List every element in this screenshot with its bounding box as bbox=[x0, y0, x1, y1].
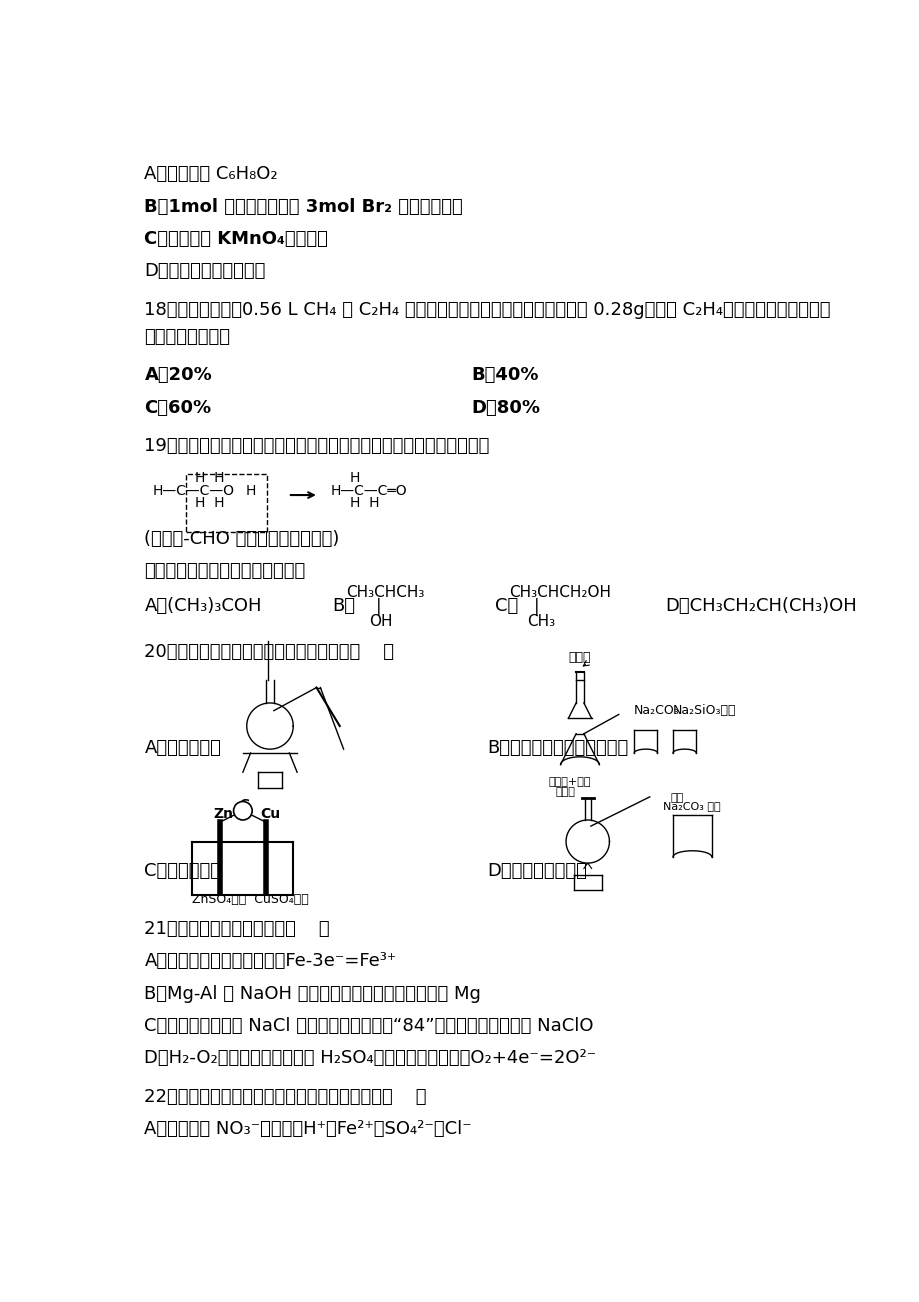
Text: CH₃: CH₃ bbox=[527, 615, 555, 629]
Text: H—C—C═O: H—C—C═O bbox=[330, 484, 406, 499]
Circle shape bbox=[233, 802, 252, 820]
Text: CH₃CHCH₂OH: CH₃CHCH₂OH bbox=[508, 585, 610, 600]
Text: G: G bbox=[240, 798, 250, 811]
Text: Na₂CO₃ 溶液: Na₂CO₃ 溶液 bbox=[663, 801, 720, 811]
Text: 冰醋酸+乙醇: 冰醋酸+乙醇 bbox=[549, 777, 591, 788]
Text: A．分子式为 C₆H₈O₂: A．分子式为 C₆H₈O₂ bbox=[144, 165, 278, 184]
Text: C．无隔膜电解饱和 NaCl 溶液所得产物之一是“84”消毒液中的有效成分 NaClO: C．无隔膜电解饱和 NaCl 溶液所得产物之一是“84”消毒液中的有效成分 Na… bbox=[144, 1017, 594, 1035]
Text: 21、下列叙述中，正确的是（    ）: 21、下列叙述中，正确的是（ ） bbox=[144, 921, 330, 937]
Text: 22、下列溶液中，所给离子一定能大量共存的是（    ）: 22、下列溶液中，所给离子一定能大量共存的是（ ） bbox=[144, 1087, 426, 1105]
Text: H—C—C—O: H—C—C—O bbox=[152, 484, 234, 499]
Text: D．可与醇发生取代反应: D．可与醇发生取代反应 bbox=[144, 263, 266, 280]
Text: D．80%: D．80% bbox=[471, 398, 540, 417]
Bar bbox=[186, 474, 267, 533]
Text: 浓硫酸: 浓硫酸 bbox=[554, 788, 574, 797]
Text: Zn: Zn bbox=[213, 807, 233, 822]
Text: 18、标准状况下，0.56 L CH₄ 和 C₂H₄ 的混合气体通入足量渴水中，渴水增重 0.28g（假设 C₂H₄完全被吸收），则乙烯: 18、标准状况下，0.56 L CH₄ 和 C₂H₄ 的混合气体通入足量渴水中，… bbox=[144, 301, 830, 319]
Text: C．可使酸性 KMnO₄溶液褮色: C．可使酸性 KMnO₄溶液褮色 bbox=[144, 230, 328, 247]
Text: 饱和: 饱和 bbox=[670, 793, 683, 803]
Text: A．含有大量 NO₃⁻的溶液：H⁺、Fe²⁺、SO₄²⁻、Cl⁻: A．含有大量 NO₃⁻的溶液：H⁺、Fe²⁺、SO₄²⁻、Cl⁻ bbox=[144, 1120, 471, 1138]
Text: D．乙酸乙酯的制备: D．乙酸乙酯的制备 bbox=[486, 862, 586, 880]
Text: 19、乙醇催化氧化为乙醛过程中化学键的断裂与形成情况可表示如下：: 19、乙醇催化氧化为乙醛过程中化学键的断裂与形成情况可表示如下： bbox=[144, 437, 489, 456]
Text: H: H bbox=[349, 471, 360, 484]
Text: H: H bbox=[245, 484, 255, 499]
Text: D．CH₃CH₂CH(CH₃)OH: D．CH₃CH₂CH(CH₃)OH bbox=[664, 596, 857, 615]
Text: H  H: H H bbox=[195, 471, 224, 484]
Text: C．60%: C．60% bbox=[144, 398, 211, 417]
Text: A．石油的分馏: A．石油的分馏 bbox=[144, 740, 221, 756]
Text: C．组装原电池: C．组装原电池 bbox=[144, 862, 221, 880]
Text: H  H: H H bbox=[349, 496, 379, 510]
Text: Cu: Cu bbox=[260, 807, 279, 822]
Text: (注：含-CHO 的物质为醛类化合物): (注：含-CHO 的物质为醛类化合物) bbox=[144, 530, 339, 548]
Text: B．40%: B．40% bbox=[471, 366, 539, 384]
Text: C．: C． bbox=[494, 596, 517, 615]
Text: 20、某研究小组设计的下列实验合理的是（    ）: 20、某研究小组设计的下列实验合理的是（ ） bbox=[144, 643, 394, 660]
Text: A．(CH₃)₃COH: A．(CH₃)₃COH bbox=[144, 596, 262, 615]
Text: CH₃CHCH₃: CH₃CHCH₃ bbox=[346, 585, 424, 600]
Text: 液盐酸: 液盐酸 bbox=[568, 651, 590, 664]
Text: H  H: H H bbox=[195, 496, 224, 510]
Text: 占混合气体体积的: 占混合气体体积的 bbox=[144, 328, 230, 346]
Text: B．Mg-Al 及 NaOH 溶液构成的原电池中负极材料为 Mg: B．Mg-Al 及 NaOH 溶液构成的原电池中负极材料为 Mg bbox=[144, 984, 481, 1003]
Text: OH: OH bbox=[369, 615, 392, 629]
Text: 下列醇能被氧化为醛类化合物的是: 下列醇能被氧化为醛类化合物的是 bbox=[144, 562, 305, 579]
Text: B．: B． bbox=[332, 596, 355, 615]
Text: D．H₂-O₂燃料电池中电解液为 H₂SO₄，则正极反应式为：O₂+4e⁻=2O²⁻: D．H₂-O₂燃料电池中电解液为 H₂SO₄，则正极反应式为：O₂+4e⁻=2O… bbox=[144, 1049, 596, 1068]
Text: B．1mol 该物质最多可与 3mol Br₂ 发生加成反应: B．1mol 该物质最多可与 3mol Br₂ 发生加成反应 bbox=[144, 198, 462, 216]
Text: Na₂CO₃: Na₂CO₃ bbox=[633, 704, 679, 717]
Text: |: | bbox=[375, 598, 380, 616]
Text: |: | bbox=[533, 598, 539, 616]
Text: Na₂SiO₃溶液: Na₂SiO₃溶液 bbox=[673, 704, 736, 717]
Text: A．钑铁腐蚀的负极反应为：Fe-3e⁻=Fe³⁺: A．钑铁腐蚀的负极反应为：Fe-3e⁻=Fe³⁺ bbox=[144, 952, 396, 970]
Text: B．验证碳酸的酸性强于硅酸: B．验证碳酸的酸性强于硅酸 bbox=[486, 740, 628, 756]
Text: A．20%: A．20% bbox=[144, 366, 212, 384]
Text: ZnSO₄溶液  CuSO₄溶液: ZnSO₄溶液 CuSO₄溶液 bbox=[192, 893, 309, 906]
